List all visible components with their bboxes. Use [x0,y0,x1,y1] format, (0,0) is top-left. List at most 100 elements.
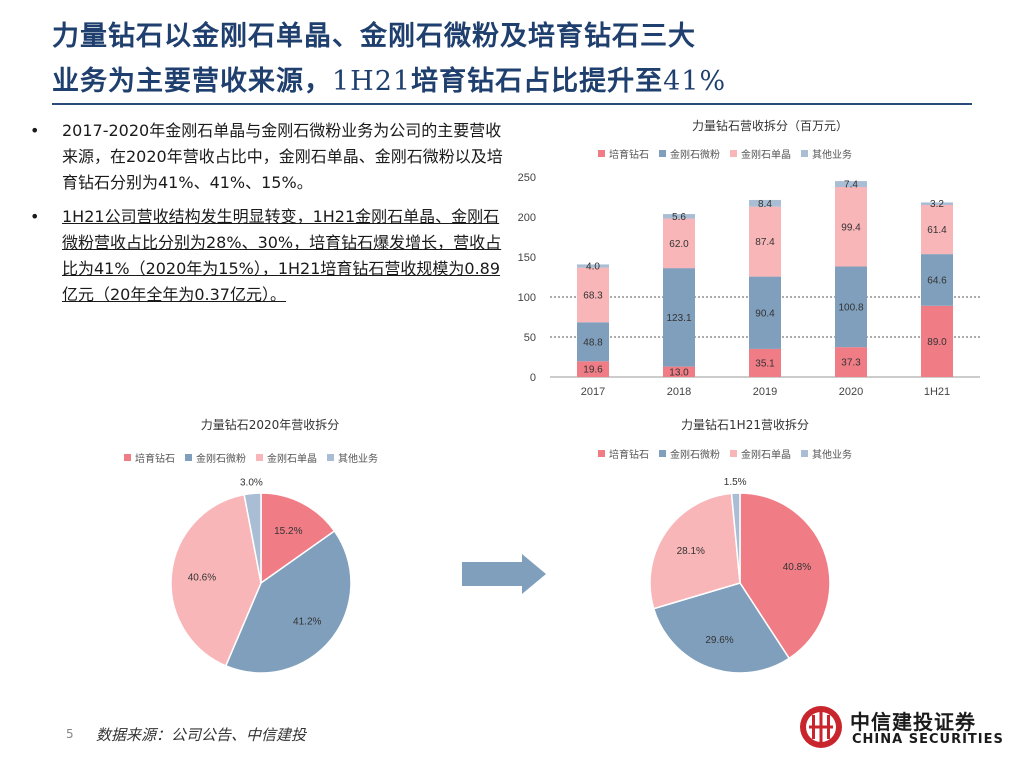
y-tick-label: 50 [524,332,536,344]
bullet-item-2: • 1H21公司营收结构发生明显转变，1H21金刚石单晶、金刚石微粉营收占比分别为… [28,204,503,308]
bar-value-label: 123.1 [666,313,691,324]
legend-swatch [801,450,808,457]
bar-value-label: 68.3 [583,290,603,301]
bar-segment [921,254,953,306]
title-line1: 力量钻石以金刚石单晶、金刚石微粉及培育钻石三大 [52,21,696,52]
title-divider [52,103,972,105]
x-tick-label: 2019 [753,386,777,398]
legend-label: 培育钻石 [135,454,175,465]
bar-segment [835,347,867,377]
bar-value-label: 8.4 [758,199,772,210]
bullet-text: 2017-2020年金刚石单晶与金刚石微粉业务为公司的主要营收来源，在2020年… [62,121,503,192]
y-tick-label: 200 [518,212,536,224]
y-tick-label: 150 [518,252,536,264]
x-tick-label: 2018 [667,386,691,398]
legend-swatch [598,150,605,157]
pie-slice [649,492,741,610]
legend-label: 金刚石单晶 [741,150,791,161]
page-title: 力量钻石以金刚石单晶、金刚石微粉及培育钻石三大 业务为主要营收来源，1H21培育… [52,14,982,104]
x-tick-label: 1H21 [924,386,950,398]
y-tick-label: 0 [530,372,536,384]
bullet-dot: • [30,207,40,226]
bar-segment [663,214,695,219]
pie-slice [730,492,741,584]
bullet-text: 1H21公司营收结构发生明显转变，1H21金刚石单晶、金刚石微粉营收占比分别为2… [62,207,502,304]
bullet-item-1: • 2017-2020年金刚石单晶与金刚石微粉业务为公司的主要营收来源，在2020… [28,118,503,196]
pie-1h21-legend: 培育钻石 金刚石微粉 金刚石单晶 其他业务 [598,446,852,461]
logo-text-cn: 中信建投证券 [850,710,976,734]
legend-label: 其他业务 [338,454,378,465]
bar-value-label: 37.3 [841,358,861,369]
bullet-list: • 2017-2020年金刚石单晶与金刚石微粉业务为公司的主要营收来源，在2020… [28,118,503,316]
legend-label: 培育钻石 [609,450,649,461]
pie-1h21-title: 力量钻石1H21营收拆分 [681,418,809,432]
pie-value-label: 3.0% [240,477,263,488]
legend-entry: 金刚石微粉 [659,446,720,461]
y-tick-label: 100 [518,292,536,304]
company-logo: 中信建投证券 CHINA SECURITIES [798,704,1008,754]
legend-entry: 金刚石微粉 [659,146,720,161]
title-line2-d: 41% [663,66,727,97]
bar-value-label: 3.2 [930,199,944,210]
legend-swatch [256,454,263,461]
bar-value-label: 48.8 [583,337,603,348]
bar-value-label: 90.4 [755,308,775,319]
bar-segment [835,187,867,267]
legend-swatch [185,454,192,461]
y-tick-label: 250 [518,172,536,184]
pie-2020-title: 力量钻石2020年营收拆分 [200,418,340,432]
pie-value-label: 29.6% [705,635,733,646]
legend-entry: 培育钻石 [598,146,649,161]
legend-label: 金刚石微粉 [196,454,246,465]
x-tick-label: 2020 [839,386,863,398]
title-line2-b: 1H21 [332,66,412,97]
pie-value-label: 40.6% [188,573,216,584]
pie-slice [243,492,262,584]
pie-slice [170,493,262,667]
pie-2020-legend: 培育钻石 金刚石微粉 金刚石单晶 其他业务 [124,450,378,465]
bar-value-label: 87.4 [755,237,775,248]
pie-slice [652,582,791,674]
bar-segment [663,366,695,377]
legend-swatch [327,454,334,461]
logo-text-en: CHINA SECURITIES [852,732,1004,747]
legend-entry: 培育钻石 [598,446,649,461]
pie-value-label: 28.1% [677,546,705,557]
page-number: 5 [66,727,74,741]
legend-swatch [598,450,605,457]
legend-label: 金刚石微粉 [670,150,720,161]
bar-value-label: 62.0 [669,239,689,250]
legend-swatch [730,450,737,457]
pie-value-label: 41.2% [293,616,321,627]
source-note: 数据来源：公司公告、中信建投 [96,726,307,744]
legend-swatch [730,150,737,157]
legend-label: 其他业务 [812,150,852,161]
bar-segment [749,206,781,277]
bar-segment [749,199,781,207]
pie-value-label: 40.8% [783,562,811,573]
pie-2020-chart: 15.2% 41.2% 40.6% 3.0% [170,477,352,674]
title-line2-a: 业务为主要营收来源， [52,66,332,97]
legend-label: 金刚石单晶 [741,450,791,461]
pie-slice [224,529,352,674]
x-tick-label: 2017 [581,386,605,398]
arrow-right-icon [462,554,546,594]
legend-entry: 其他业务 [801,446,852,461]
bar-value-label: 61.4 [927,225,947,236]
legend-label: 金刚石单晶 [267,454,317,465]
legend-entry: 金刚石单晶 [730,146,791,161]
legend-label: 其他业务 [812,450,852,461]
bar-segment [749,276,781,349]
legend-label: 培育钻石 [609,150,649,161]
legend-entry: 其他业务 [327,450,378,465]
bullet-dot: • [30,121,40,140]
bar-value-label: 19.6 [583,365,603,376]
bar-chart-legend: 培育钻石 金刚石微粉 金刚石单晶 其他业务 [598,146,852,161]
legend-entry: 金刚石单晶 [256,450,317,465]
bar-segment [663,218,695,269]
bar-segment [663,268,695,367]
legend-entry: 其他业务 [801,146,852,161]
bar-segment [835,266,867,348]
pie-value-label: 1.5% [724,477,747,488]
legend-entry: 金刚石微粉 [185,450,246,465]
